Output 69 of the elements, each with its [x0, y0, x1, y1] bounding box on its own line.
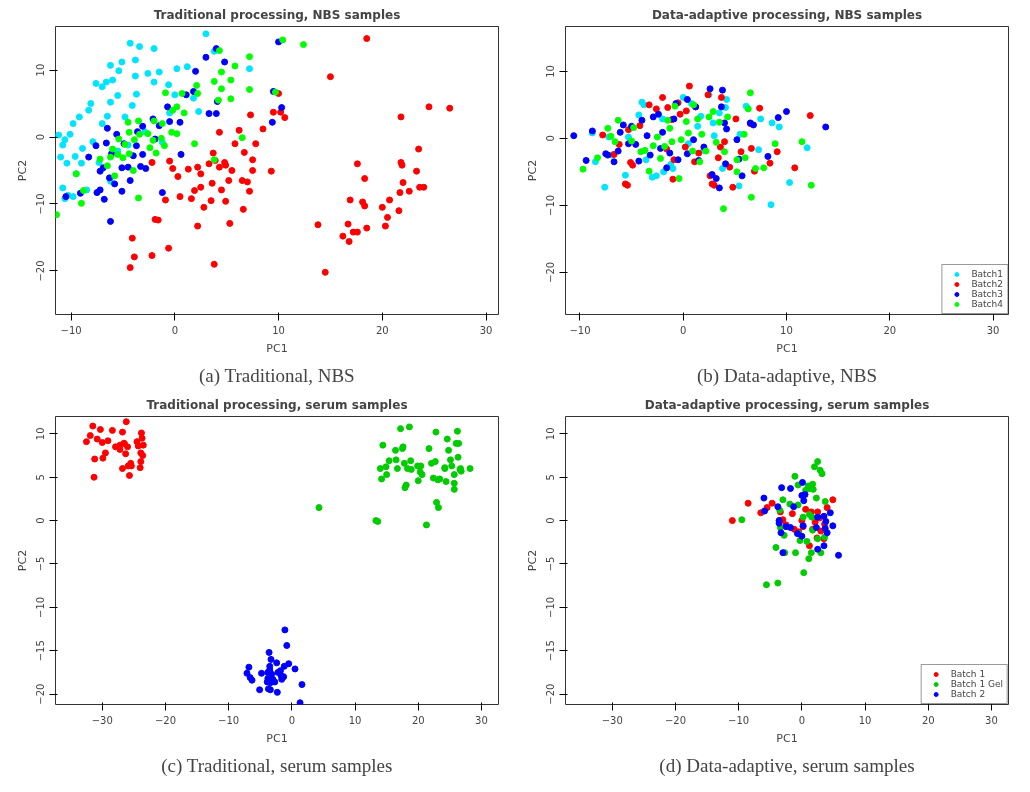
chart-title: Traditional processing, NBS samples	[153, 7, 401, 22]
x-tick-label: 30	[986, 324, 1000, 336]
y-tick-label: −15	[545, 640, 557, 662]
y-axis-title: PC2	[15, 159, 29, 182]
x-tick-label: −10	[60, 324, 82, 336]
chart-title: Traditional processing, serum samples	[146, 397, 408, 412]
legend-label: Batch4	[971, 299, 1003, 309]
y-tick-label: 10	[545, 65, 557, 78]
x-tick-label: 0	[680, 324, 687, 336]
x-tick-label: −10	[728, 714, 750, 726]
x-tick-label: −30	[601, 714, 623, 726]
y-tick-label: −20	[545, 683, 557, 705]
x-tick-label: 30	[985, 714, 998, 726]
y-tick-label: −20	[35, 683, 47, 705]
y-tick-label: 5	[35, 474, 47, 481]
y-axis-title: PC2	[525, 549, 539, 572]
x-tick-label: 30	[475, 714, 488, 726]
y-tick-label: −10	[35, 596, 47, 618]
legend-label: Batch 2	[950, 689, 986, 699]
x-tick-label: 0	[171, 324, 178, 336]
x-axis-title: PC1	[776, 731, 798, 745]
y-tick-label: −20	[545, 261, 557, 283]
y-tick-label: 0	[35, 133, 47, 141]
x-tick-label: 30	[479, 324, 493, 336]
x-tick-label: −20	[664, 714, 687, 726]
x-axis-title: PC1	[266, 731, 288, 745]
legend-label: Batch1	[971, 269, 1003, 279]
legend-label: Batch 1 Gel	[950, 679, 1003, 689]
y-tick-label: −5	[545, 556, 557, 572]
x-tick-label: 10	[780, 324, 793, 336]
y-tick-label: 0	[545, 135, 557, 142]
x-tick-label: 10	[272, 324, 285, 336]
chart-title: Data-adaptive processing, serum samples	[644, 397, 930, 412]
x-tick-label: 0	[288, 714, 296, 726]
x-tick-label: 20	[883, 324, 897, 336]
text: (d) Data-adaptive, serum samples	[659, 754, 915, 777]
y-axis-title: PC2	[525, 159, 539, 182]
y-tick-label: −10	[545, 596, 557, 618]
legend-label: Batch 1	[950, 669, 986, 679]
x-tick-label: 0	[798, 714, 806, 726]
y-tick-label: 5	[545, 474, 557, 481]
text: (b) Data-adaptive, NBS	[697, 364, 877, 387]
y-tick-label: 0	[545, 517, 557, 524]
y-tick-label: 10	[545, 427, 557, 441]
x-axis-title: PC1	[776, 341, 798, 355]
x-tick-label: −10	[569, 324, 591, 336]
y-axis-title: PC2	[15, 549, 29, 572]
x-tick-label: 10	[858, 714, 872, 726]
x-tick-label: 20	[411, 714, 425, 726]
y-tick-label: −10	[545, 194, 557, 216]
y-tick-label: −15	[35, 640, 47, 662]
x-tick-label: −30	[91, 714, 113, 726]
chart-title: Data-adaptive processing, NBS samples	[651, 7, 923, 22]
x-tick-label: 20	[375, 324, 389, 336]
text: (c) Traditional, serum samples	[161, 754, 393, 777]
y-tick-label: −20	[35, 260, 47, 282]
x-tick-label: 10	[348, 714, 362, 726]
x-tick-label: 20	[921, 714, 935, 726]
x-axis-title: PC1	[266, 341, 288, 355]
y-tick-label: 10	[35, 63, 47, 77]
text: (a) Traditional, NBS	[198, 364, 355, 387]
x-tick-label: −10	[218, 714, 240, 726]
legend-label: Batch3	[971, 289, 1003, 299]
legend-label: Batch2	[971, 279, 1003, 289]
y-tick-label: −5	[35, 556, 47, 572]
y-tick-label: 0	[35, 517, 47, 524]
y-tick-label: 10	[35, 427, 47, 441]
x-tick-label: −20	[154, 714, 177, 726]
y-tick-label: −10	[35, 193, 47, 215]
